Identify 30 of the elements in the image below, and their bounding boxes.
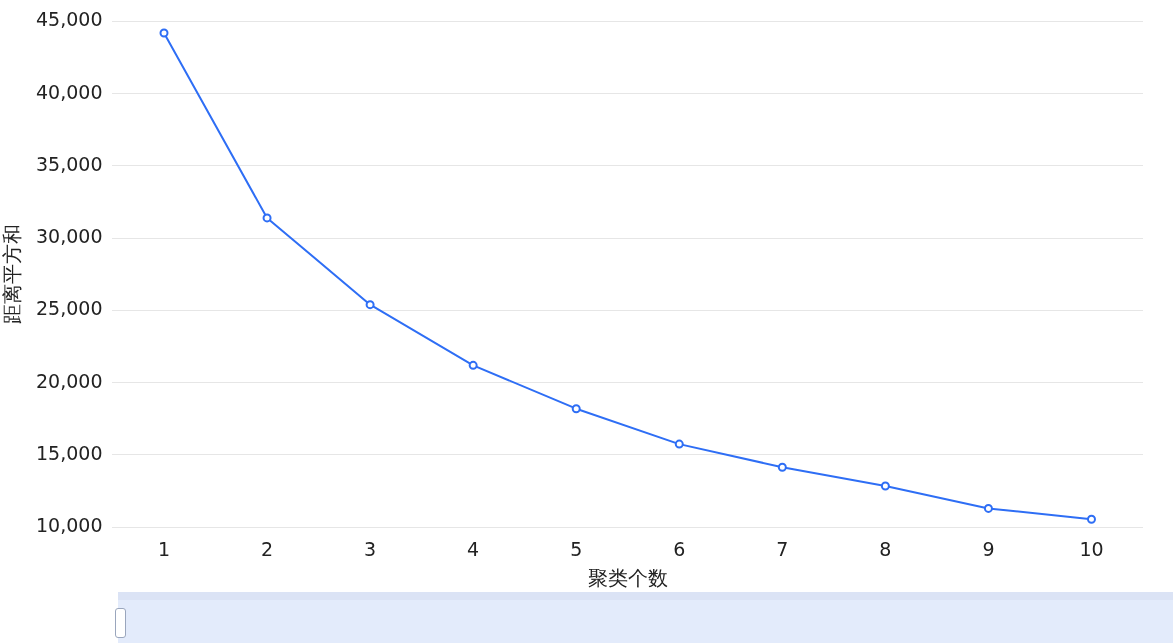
point bbox=[365, 300, 375, 310]
x-tick-label: 9 bbox=[982, 537, 995, 560]
y-tick-label: 30,000 bbox=[36, 225, 103, 248]
x-tick-label: 10 bbox=[1079, 537, 1104, 560]
x-axis-title: 聚类个数 bbox=[587, 566, 668, 591]
point bbox=[262, 213, 272, 223]
y-tick-label: 15,000 bbox=[36, 441, 103, 464]
point bbox=[674, 439, 684, 449]
point bbox=[880, 481, 890, 491]
y-tick-label: 45,000 bbox=[36, 8, 103, 31]
point bbox=[468, 360, 478, 370]
point bbox=[777, 462, 787, 472]
x-tick-label: 2 bbox=[261, 537, 274, 560]
point bbox=[1086, 514, 1096, 524]
x-tick-label: 1 bbox=[157, 537, 171, 560]
x-tick-label: 5 bbox=[570, 537, 583, 560]
x-tick-label: 7 bbox=[776, 537, 789, 560]
x-tick-label: 4 bbox=[467, 537, 480, 560]
y-tick-label: 25,000 bbox=[36, 297, 103, 320]
point bbox=[983, 503, 993, 513]
x-tick-label: 6 bbox=[673, 537, 686, 560]
y-tick-label: 40,000 bbox=[36, 80, 103, 103]
point bbox=[159, 28, 169, 38]
x-tick-label: 8 bbox=[879, 537, 892, 560]
y-tick-label: 35,000 bbox=[36, 152, 103, 175]
y-tick-label: 10,000 bbox=[36, 514, 103, 537]
point bbox=[571, 404, 581, 414]
y-tick-label: 20,000 bbox=[36, 369, 103, 392]
y-axis-title: 距离平方和 bbox=[0, 224, 25, 325]
x-tick-label: 3 bbox=[364, 537, 377, 560]
